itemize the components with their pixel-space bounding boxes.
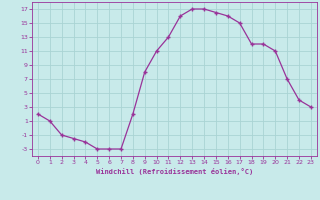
X-axis label: Windchill (Refroidissement éolien,°C): Windchill (Refroidissement éolien,°C) [96,168,253,175]
